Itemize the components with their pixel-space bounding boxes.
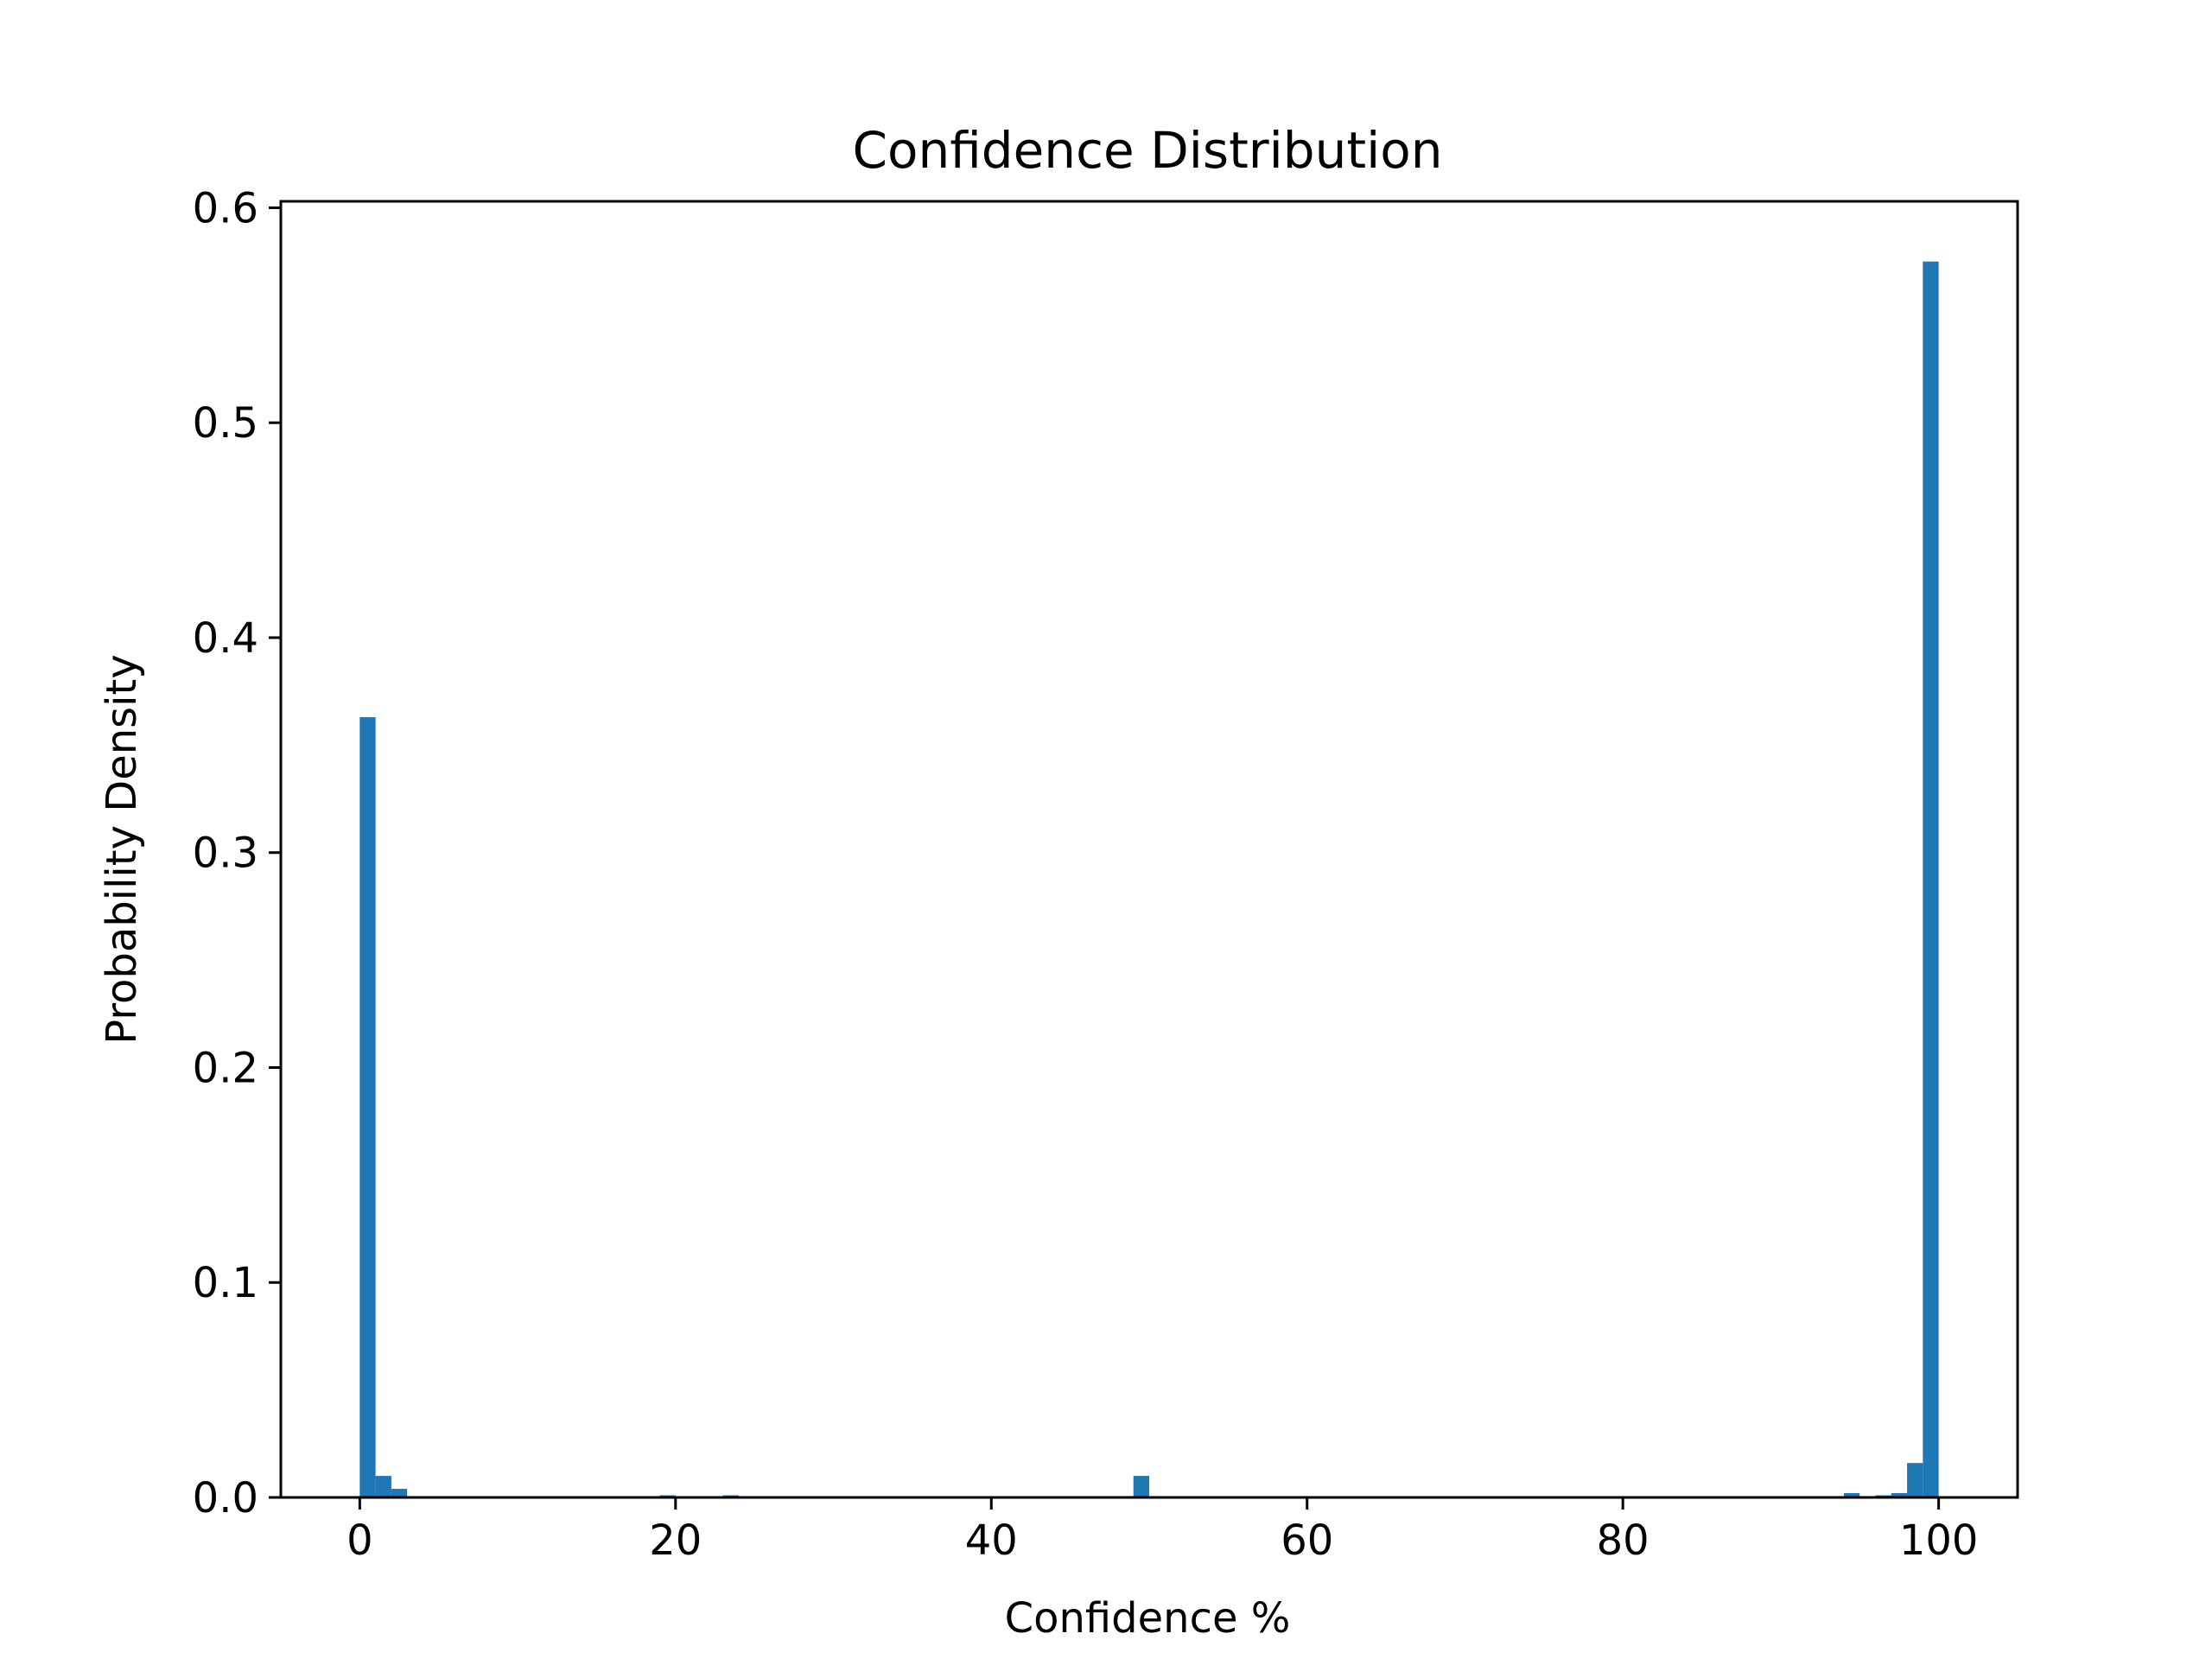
y-axis-ticks: 0.0 0.1 0.2 0.3 0.4 0.5 0.6 <box>193 184 281 1522</box>
y-tick-label: 0.2 <box>193 1044 258 1092</box>
histogram-bar <box>1133 1476 1149 1497</box>
y-tick-label: 0.4 <box>193 614 258 663</box>
histogram-bar <box>1844 1493 1860 1497</box>
chart-title: Confidence Distribution <box>853 121 1443 180</box>
x-tick-label: 60 <box>1281 1516 1333 1565</box>
y-tick-label: 0.3 <box>193 830 258 878</box>
y-tick-label: 0.5 <box>193 399 258 448</box>
x-tick-label: 0 <box>346 1516 373 1565</box>
y-tick-label: 0.6 <box>193 184 258 232</box>
x-tick-label: 40 <box>965 1516 1018 1565</box>
x-tick-label: 80 <box>1597 1516 1649 1565</box>
histogram-bar <box>359 717 376 1497</box>
y-tick-label: 0.0 <box>193 1474 258 1522</box>
histogram-bars <box>359 261 1939 1497</box>
histogram-bar <box>1891 1493 1908 1497</box>
x-axis-ticks: 0 20 40 60 80 100 <box>346 1497 1978 1565</box>
histogram-bar <box>1907 1463 1923 1497</box>
x-tick-label: 100 <box>1899 1516 1979 1565</box>
plot-frame <box>279 200 2019 1499</box>
histogram-bar <box>1923 261 1939 1497</box>
histogram-bar <box>391 1489 408 1497</box>
y-axis-label: Probability Density <box>98 654 146 1044</box>
histogram-bar <box>375 1476 391 1497</box>
x-tick-label: 20 <box>649 1516 702 1565</box>
y-tick-label: 0.1 <box>193 1259 258 1307</box>
x-axis-label: Confidence % <box>1005 1594 1291 1643</box>
